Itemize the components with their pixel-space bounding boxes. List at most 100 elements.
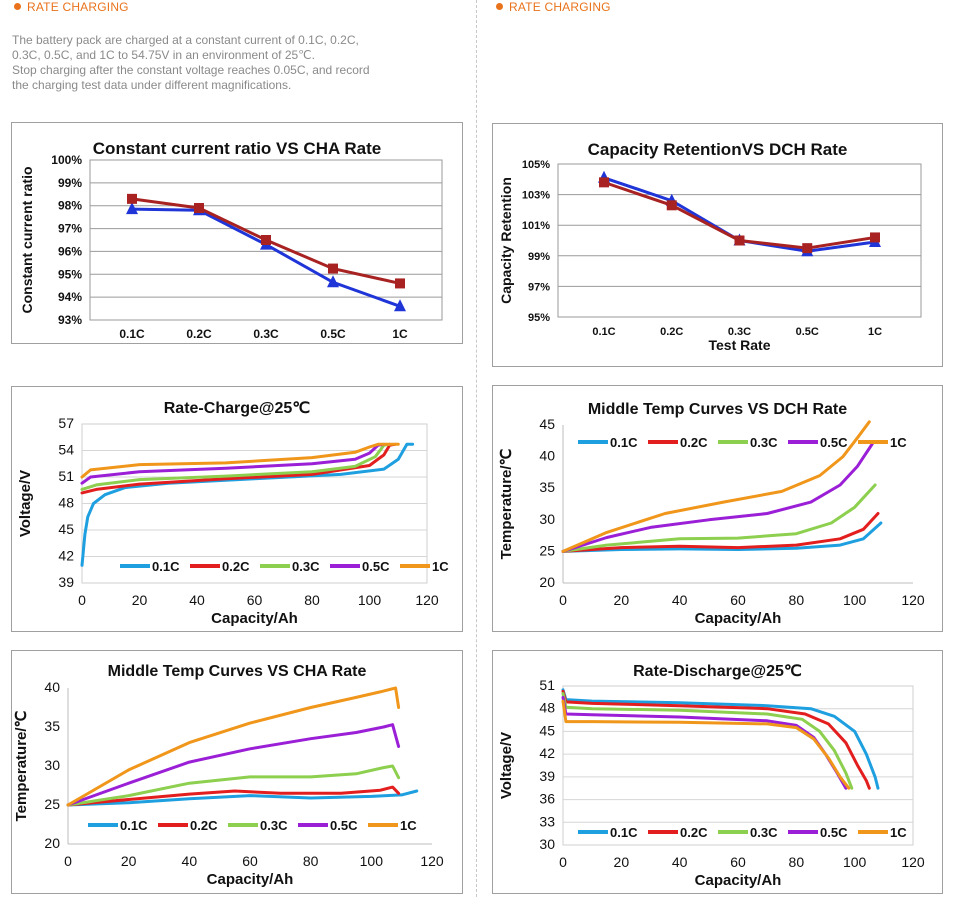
x-tick-label: 20	[614, 854, 630, 870]
y-tick-label: 30	[539, 511, 555, 527]
x-tick-label: 100	[843, 592, 867, 608]
legend-label: 0.5C	[820, 435, 848, 450]
x-tick-label: 60	[242, 853, 258, 869]
x-tick-label: 40	[672, 854, 688, 870]
data-point-square	[261, 235, 271, 245]
section-heading-text: RATE CHARGING	[509, 0, 611, 14]
y-tick-label: 54	[58, 442, 74, 458]
intro-line: 0.3C, 0.5C, and 1C to 54.75V in an envir…	[12, 48, 315, 62]
y-axis-label: Temperature/℃	[13, 710, 30, 821]
series-line	[80, 442, 397, 495]
y-tick-label: 25	[539, 542, 555, 558]
y-tick-label: 20	[539, 574, 555, 590]
chart-title: Rate-Charge@25℃	[164, 400, 311, 417]
x-tick-label: 40	[672, 592, 688, 608]
legend-label: 1C	[432, 559, 449, 574]
x-tick-label: 0.1C	[119, 327, 145, 341]
chart-rate-charge: Rate-Charge@25℃ 57 54 51 48 45 42 390 20 40 60 80 10…	[17, 400, 449, 627]
section-heading-text: RATE CHARGING	[27, 0, 129, 14]
chart-title: Middle Temp Curves VS CHA Rate	[108, 663, 367, 680]
y-tick-label: 42	[58, 548, 74, 564]
series-line	[66, 764, 401, 807]
y-tick-label: 40	[44, 679, 60, 695]
legend-label: 0.3C	[292, 559, 320, 574]
series-line	[561, 692, 854, 790]
y-tick-label: 36	[539, 791, 555, 807]
y-tick-label: 95%	[528, 312, 550, 324]
x-tick-label: 0.2C	[186, 327, 212, 341]
y-tick-label: 101%	[522, 220, 550, 232]
x-tick-label: 0.1C	[592, 326, 615, 338]
y-axis-label: Temperature/℃	[498, 448, 515, 559]
x-tick-label: 0	[559, 854, 567, 870]
y-axis-label: Constant current ratio	[19, 166, 35, 313]
bullet-dot-icon	[496, 3, 503, 10]
x-tick-label: 120	[415, 592, 439, 608]
legend-label: 0.2C	[680, 825, 708, 840]
y-tick-label: 30	[539, 836, 555, 852]
x-tick-label: 0.5C	[320, 327, 346, 341]
x-tick-label: 120	[901, 854, 925, 870]
series-line	[66, 723, 401, 807]
y-tick-label: 51	[58, 468, 74, 484]
legend-label: 0.2C	[190, 818, 218, 833]
x-tick-label: 0.5C	[796, 326, 819, 338]
legend-label: 0.3C	[750, 825, 778, 840]
chart-panel-capacity-retention: Capacity RetentionVS DCH Rate 105% 103% 101…	[492, 123, 943, 367]
x-tick-label: 40	[189, 592, 205, 608]
data-point-square	[395, 278, 405, 289]
x-tick-label: 0.3C	[728, 326, 751, 338]
plot-area	[562, 685, 914, 846]
x-tick-label: 40	[182, 853, 198, 869]
legend-label: 0.1C	[610, 435, 638, 450]
y-tick-label: 40	[539, 448, 555, 464]
legend-label: 0.3C	[750, 435, 778, 450]
chart-panel-cc-ratio: Constant current ratio VS CHA Rate 100% 99…	[11, 122, 463, 356]
series-line	[561, 442, 874, 553]
y-tick-label: 51	[539, 677, 555, 693]
x-axis-label: Capacity/Ah	[695, 610, 782, 627]
intro-paragraph: The battery pack are charged at a consta…	[12, 33, 452, 93]
y-tick-label: 105%	[522, 159, 550, 171]
intro-line: the charging test data under different m…	[12, 78, 292, 92]
data-point-square	[734, 235, 745, 246]
chart-rate-discharge: Rate-Discharge@25℃ 51 48 45 42 39 36 33 300 20 40 6…	[498, 663, 925, 889]
y-tick-label: 99%	[58, 176, 82, 190]
data-point-triangle	[394, 299, 406, 312]
y-tick-label: 96%	[58, 244, 82, 258]
series-line	[66, 686, 401, 807]
chart-temp-dch: Middle Temp Curves VS DCH Rate 45 40 35 30 25…	[498, 401, 925, 627]
chart-panel-rate-charge: Rate-Charge@25℃ 57 54 51 48 45 42 39 0 20 40 60 80 10…	[11, 386, 463, 632]
series-line	[561, 420, 871, 553]
series-line	[66, 785, 401, 807]
y-tick-label: 45	[58, 521, 74, 537]
x-tick-label: 20	[132, 592, 148, 608]
legend-label: 0.1C	[610, 825, 638, 840]
section-heading-right: RATE CHARGING	[496, 0, 611, 14]
legend-label: 1C	[890, 435, 907, 450]
x-tick-label: 0.2C	[660, 326, 683, 338]
x-tick-label: 0	[78, 592, 86, 608]
x-axis-label: Capacity/Ah	[207, 871, 294, 888]
y-axis-label: Capacity Retention	[498, 177, 514, 304]
data-point-square	[870, 232, 880, 243]
x-tick-label: 80	[789, 854, 805, 870]
chart-title: Constant current ratio VS CHA Rate	[93, 139, 381, 158]
column-divider	[476, 0, 477, 897]
y-tick-label: 25	[44, 796, 60, 812]
data-point-square	[666, 200, 677, 211]
y-tick-label: 48	[58, 495, 74, 511]
y-axis-label: Voltage/V	[17, 470, 34, 537]
legend-label: 0.3C	[260, 818, 288, 833]
bullet-dot-icon	[14, 3, 21, 10]
legend-label: 0.2C	[680, 435, 708, 450]
x-axis-label: Test Rate	[709, 337, 771, 353]
x-tick-label: 0	[64, 853, 72, 869]
intro-line: The battery pack are charged at a consta…	[12, 33, 359, 47]
x-tick-label: 120	[420, 853, 444, 869]
y-tick-label: 20	[44, 835, 60, 851]
y-tick-label: 97%	[58, 222, 82, 236]
x-tick-label: 100	[360, 853, 384, 869]
y-tick-label: 42	[539, 745, 555, 761]
y-tick-label: 93%	[58, 313, 82, 327]
